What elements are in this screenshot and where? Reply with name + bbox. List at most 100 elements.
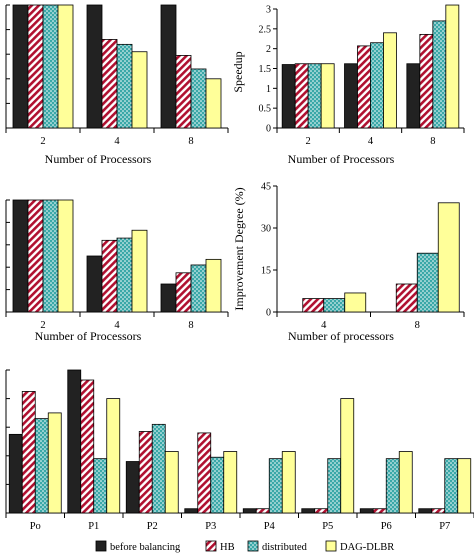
chart-c-bar-distributed — [116, 237, 133, 313]
chart-c-bar-before — [86, 255, 103, 313]
chart-e-bar-before — [301, 508, 316, 514]
chart-a-bar-before — [160, 4, 177, 129]
chart-e-bar-hb — [431, 508, 446, 514]
chart-e-category-label: P4 — [264, 521, 276, 532]
chart-a-bar-dagdlbr — [57, 4, 74, 129]
chart-c-bar-hb — [27, 199, 44, 313]
chart-panel-middle-right: 0 15 30 45 4 8 — [261, 182, 465, 331]
chart-c-category-label: 8 — [188, 320, 193, 331]
chart-b-ytick-label: 1 — [266, 84, 271, 95]
chart-b-ytick-label: 3 — [266, 5, 271, 16]
chart-a-bar-dagdlbr — [205, 78, 222, 129]
chart-d-category-label: 8 — [415, 320, 420, 331]
chart-e-bar-dagdlbr — [223, 451, 238, 514]
chart-c-bar-hb — [175, 272, 192, 313]
chart-e-bar-distributed — [385, 458, 400, 514]
chart-e-bar-distributed — [327, 458, 342, 514]
chart-panel-middle-left: 2 4 8 — [5, 199, 229, 331]
chart-b-bar-dagdlbr — [320, 63, 335, 129]
chart-b-bar-before — [406, 63, 421, 129]
chart-e-bar-hb — [255, 508, 270, 514]
chart-e-category-label: P7 — [439, 521, 450, 532]
chart-e-category-label: P2 — [147, 521, 158, 532]
chart-b-bar-before — [344, 63, 358, 129]
chart-d-bar-hb — [302, 298, 325, 313]
chart-e-category-label: P3 — [205, 521, 216, 532]
chart-c-bar-dagdlbr — [131, 229, 148, 313]
chart-c-bar-distributed — [190, 264, 207, 313]
chart-a-xlabel: Number of Processors — [45, 152, 152, 166]
chart-e-bar-hb — [138, 431, 153, 514]
chart-b-ytick-label: 0 — [266, 124, 271, 135]
legend-label-dagdlbr: DAG-DLBR — [340, 542, 394, 553]
chart-a-bar-hb — [27, 4, 44, 129]
chart-e-bar-dagdlbr — [47, 412, 62, 514]
chart-b-bar-hb — [357, 45, 371, 129]
chart-e-bar-before — [418, 508, 433, 514]
chart-a-bar-before — [86, 4, 103, 129]
chart-c-xlabel: Number of Processors — [35, 329, 142, 343]
chart-c-bar-dagdlbr — [205, 258, 222, 313]
chart-b-bar-distributed — [370, 42, 384, 129]
chart-e-bar-dagdlbr — [340, 398, 355, 514]
chart-d-bar-dagdlbr — [437, 202, 460, 313]
chart-d-ytick-label: 15 — [261, 266, 271, 277]
legend-swatch-dagdlbr — [325, 540, 337, 552]
chart-e-category-label: P5 — [322, 521, 333, 532]
legend-swatch-hb — [205, 540, 217, 552]
chart-b-ytick-label: 2 — [266, 44, 271, 55]
chart-e-bar-distributed — [210, 456, 225, 514]
legend-swatch-distributed — [247, 540, 259, 552]
legend-label-distributed: distributed — [262, 542, 308, 553]
chart-a-category-label: 4 — [114, 136, 120, 147]
chart-e-bar-before — [184, 508, 199, 514]
chart-e-bar-before — [359, 508, 374, 514]
chart-e-category-label: P6 — [381, 521, 392, 532]
chart-d-ylabel: Improvement Degree (%) — [232, 187, 246, 310]
chart-d-xlabel: Number of processors — [288, 329, 394, 343]
chart-d-bar-distributed — [323, 298, 346, 313]
chart-b-bar-hb — [419, 33, 434, 129]
chart-a-bar-dagdlbr — [131, 51, 148, 129]
chart-panel-top-right: 0 0.5 1 1.5 2 2.5 3 2 4 8 — [259, 4, 465, 147]
chart-panel-top-left: 2 4 8 — [5, 4, 229, 147]
legend-label-before: before balancing — [110, 542, 181, 553]
chart-e-bar-hb — [372, 508, 387, 514]
chart-e-bar-dagdlbr — [398, 451, 413, 514]
chart-e-bar-distributed — [34, 418, 49, 514]
chart-e-category-label: P1 — [88, 521, 99, 532]
chart-b-ytick-label: 2.5 — [259, 24, 272, 35]
chart-d-bar-dagdlbr — [344, 292, 367, 313]
chart-e-bar-hb — [80, 379, 95, 514]
chart-e-bar-before — [8, 433, 23, 514]
chart-b-bar-dagdlbr — [445, 4, 460, 129]
chart-e-bar-hb — [197, 432, 212, 514]
chart-e-bar-dagdlbr — [281, 451, 296, 514]
chart-e-category-label: Po — [30, 521, 41, 532]
chart-b-category-label: 2 — [306, 136, 311, 147]
chart-e-bar-dagdlbr — [164, 451, 179, 514]
chart-d-category-label: 4 — [321, 320, 327, 331]
legend-swatch-before — [95, 540, 107, 552]
chart-c-bar-distributed — [42, 199, 59, 313]
chart-e-bar-distributed — [151, 423, 166, 514]
chart-a-bar-before — [12, 4, 29, 129]
legend-label-hb: HB — [220, 542, 235, 553]
chart-e-bar-dagdlbr — [457, 458, 472, 514]
chart-e-bar-hb — [314, 508, 329, 514]
chart-c-bar-hb — [101, 239, 118, 313]
chart-panel-bottom: Po P1 P2 P3 P4 P5 P6 P7 — [5, 369, 474, 532]
chart-b-xlabel: Number of Processors — [288, 152, 395, 166]
chart-b-ytick-label: 1.5 — [259, 64, 272, 75]
chart-b-category-label: 8 — [430, 136, 435, 147]
chart-b-category-label: 4 — [368, 136, 374, 147]
chart-b-bar-before — [281, 64, 296, 129]
chart-a-category-label: 8 — [188, 136, 193, 147]
chart-d-ytick-label: 45 — [261, 182, 271, 193]
chart-b-bar-dagdlbr — [383, 32, 397, 129]
chart-a-bar-hb — [175, 55, 192, 129]
chart-e-bar-hb — [21, 391, 36, 514]
chart-b-bar-distributed — [307, 63, 322, 129]
chart-e-bar-distributed — [444, 458, 459, 514]
